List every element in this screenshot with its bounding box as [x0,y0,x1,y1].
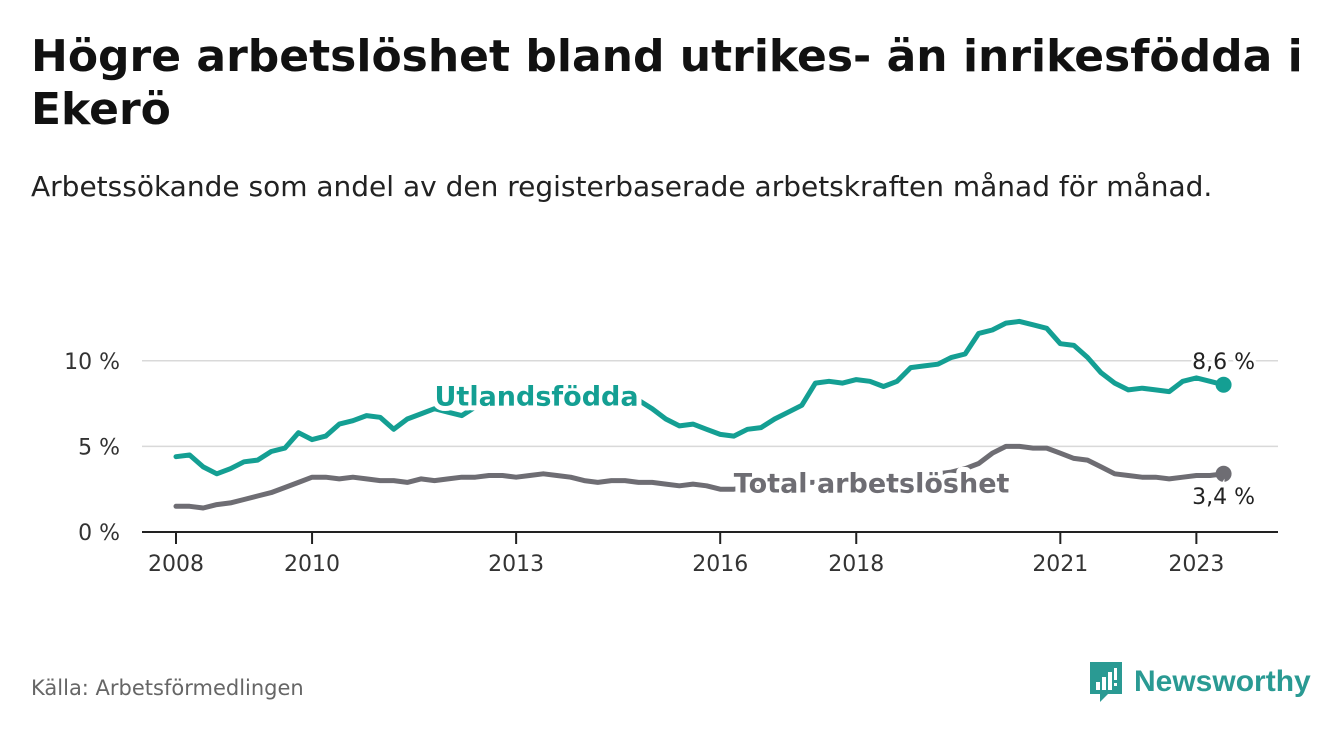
y-axis: 0 % 5 % 10 % [64,350,120,546]
x-axis: 2008 2010 2013 2016 2018 2021 2023 [142,531,1278,577]
source-note: Källa: Arbetsförmedlingen [31,676,304,700]
end-point-total [1215,465,1232,482]
newsworthy-logo[interactable]: Newsworthy [1088,660,1311,704]
newsworthy-logo-icon [1090,662,1122,702]
series-line-total [173,443,1227,511]
chart-title: Högre arbetslöshet bland utrikes- än inr… [31,31,1303,135]
end-label-utlandsfodda: 8,6 % [1192,350,1255,375]
end-label-total: 3,4 % [1192,485,1255,510]
x-tick-label: 2021 [1032,552,1088,577]
x-tick-label: 2010 [284,552,340,577]
x-tick-label: 2016 [692,552,748,577]
y-tick-label: 5 % [78,435,120,460]
x-tick-label: 2018 [828,552,884,577]
x-tick-label: 2008 [148,552,204,577]
chart-subtitle: Arbetssökande som andel av den registerb… [31,170,1213,203]
series-line-utlandsfodda [173,318,1227,477]
gridlines [142,360,1278,448]
series-labels: 8,6 % 3,4 % Utlandsfödda Total arbetslöshet [430,347,1259,513]
series-annotation-total: Total arbetslöshet [734,469,1010,500]
end-point-utlandsfodda [1215,376,1232,393]
y-tick-label: 10 % [64,350,120,375]
newsworthy-logo-text: Newsworthy [1134,665,1311,698]
x-tick-label: 2013 [488,552,544,577]
series-lines [173,318,1232,511]
x-tick-label: 2023 [1168,552,1224,577]
y-tick-label: 0 % [78,521,120,546]
series-annotation-utlandsfodda: Utlandsfödda [435,381,639,412]
